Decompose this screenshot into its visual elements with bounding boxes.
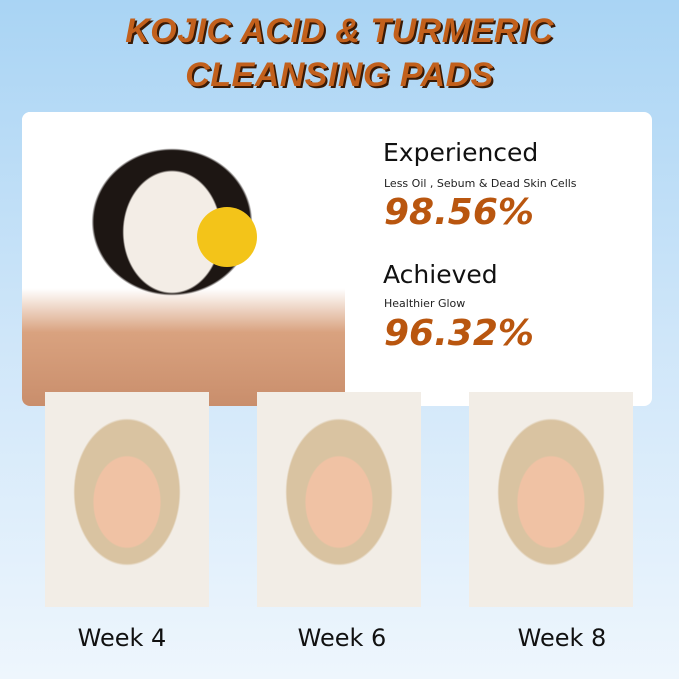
stat-subtitle: Less Oil , Sebum & Dead Skin Cells [384,177,577,190]
stat-heading-experienced: Experienced [383,138,539,167]
week-label: Week 6 [297,624,387,652]
stats-card [22,112,652,406]
title-line-1: KOJIC ACID & TURMERIC [125,12,554,50]
week-8-photo [469,392,633,607]
stat-subtitle: Healthier Glow [384,297,466,310]
cleansing-pad-image [197,207,257,267]
week-label: Week 8 [517,624,607,652]
week-label: Week 4 [77,624,167,652]
week-4-photo [45,392,209,607]
stat-value: 98.56% [384,192,534,233]
hero-photo-woman-with-mask [22,112,345,406]
stat-heading-achieved: Achieved [383,260,498,289]
week-6-photo [257,392,421,607]
stat-value: 96.32% [384,313,534,354]
title-line-2: CLEANSING PADS [185,56,494,94]
